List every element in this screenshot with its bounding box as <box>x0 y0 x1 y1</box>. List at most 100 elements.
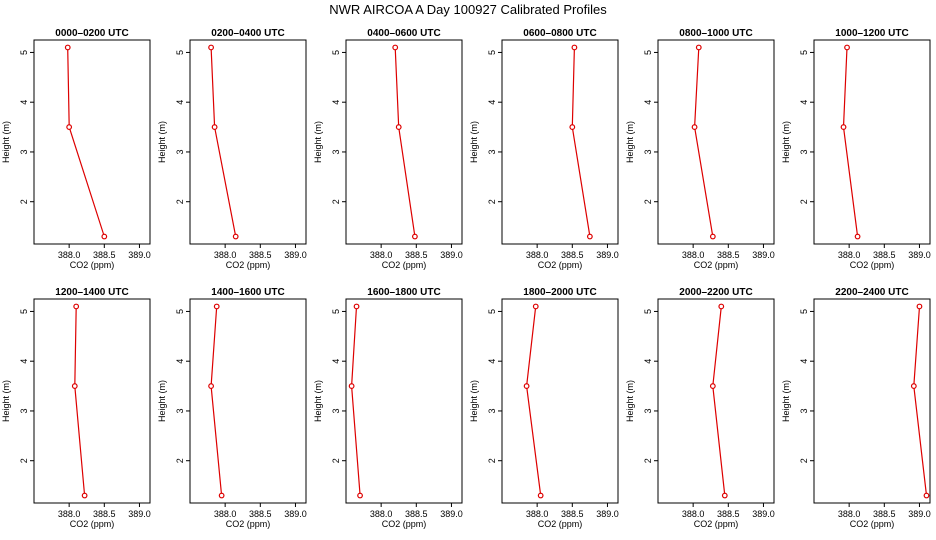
y-tick-label: 5 <box>19 50 29 55</box>
x-tick-label: 388.5 <box>717 250 740 260</box>
data-point <box>923 492 930 499</box>
x-axis-label: CO2 (ppm) <box>382 519 427 529</box>
profile-panel: 0800–1000 UTC 388.0 388.5 389.0 2 3 4 5 CO2 (ppm… <box>625 28 775 270</box>
profile-line <box>67 47 105 237</box>
x-tick-label: 388.0 <box>370 250 393 260</box>
y-tick-label: 4 <box>643 100 653 105</box>
y-tick-label: 2 <box>331 458 341 463</box>
x-tick-label: 389.0 <box>596 509 619 519</box>
data-point <box>571 44 578 51</box>
y-tick-label: 2 <box>175 199 185 204</box>
data-point <box>695 44 702 51</box>
x-tick-label: 388.5 <box>93 509 116 519</box>
data-point <box>916 303 923 310</box>
plot-frame <box>345 39 463 245</box>
profile-panel: 2000–2200 UTC 388.0 388.5 389.0 2 3 4 5 CO2 (ppm… <box>625 287 775 529</box>
y-axis-label: Height (m) <box>781 121 791 163</box>
x-tick-label: 389.0 <box>908 250 931 260</box>
data-point <box>66 124 73 130</box>
data-point <box>532 303 539 310</box>
data-point <box>411 233 418 240</box>
y-axis-label: Height (m) <box>157 121 167 163</box>
data-point <box>721 492 728 499</box>
y-tick-label: 3 <box>799 408 809 413</box>
y-tick-label: 4 <box>487 359 497 364</box>
plot-frame <box>189 39 307 245</box>
profile-line <box>525 306 542 496</box>
panel-title: 0800–1000 UTC <box>679 28 752 39</box>
y-axis-label: Height (m) <box>469 121 479 163</box>
y-tick-label: 4 <box>175 359 185 364</box>
y-tick-label: 4 <box>643 359 653 364</box>
x-tick-label: 388.5 <box>249 250 272 260</box>
profile-panel: 0200–0400 UTC 388.0 388.5 389.0 2 3 4 5 CO2 (ppm… <box>157 28 307 270</box>
x-tick-label: 388.5 <box>717 509 740 519</box>
x-axis-label: CO2 (ppm) <box>226 260 271 270</box>
y-axis-label: Height (m) <box>469 380 479 422</box>
x-tick-label: 389.0 <box>128 250 151 260</box>
profile-panel: 0000–0200 UTC 388.0 388.5 389.0 2 3 4 5 CO2 (ppm… <box>1 28 151 270</box>
y-tick-label: 5 <box>175 50 185 55</box>
profile-line <box>913 306 928 496</box>
plot-frame <box>189 298 307 504</box>
y-tick-label: 2 <box>799 458 809 463</box>
data-point <box>232 233 239 240</box>
panels-group: 0000–0200 UTC 388.0 388.5 389.0 2 3 4 5 CO2 (ppm… <box>1 28 931 529</box>
y-tick-label: 5 <box>643 50 653 55</box>
x-tick-label: 389.0 <box>752 509 775 519</box>
y-tick-label: 5 <box>799 309 809 314</box>
panel-title: 2200–2400 UTC <box>835 287 908 298</box>
y-tick-label: 5 <box>331 309 341 314</box>
data-point <box>910 383 917 389</box>
x-axis-label: CO2 (ppm) <box>850 519 895 529</box>
data-point <box>101 233 108 240</box>
profile-line <box>210 47 237 237</box>
plot-frame <box>33 39 151 245</box>
panel-title: 1600–1800 UTC <box>367 287 440 298</box>
data-point <box>357 492 363 499</box>
y-axis-label: Height (m) <box>625 380 635 422</box>
x-tick-label: 388.0 <box>526 509 549 519</box>
data-point <box>353 303 360 310</box>
profile-panel: 0600–0800 UTC 388.0 388.5 389.0 2 3 4 5 CO2 (ppm… <box>469 28 619 270</box>
x-tick-label: 389.0 <box>284 509 307 519</box>
plot-frame <box>657 39 775 245</box>
data-point <box>844 44 850 51</box>
x-axis-label: CO2 (ppm) <box>694 519 739 529</box>
panel-title: 0600–0800 UTC <box>523 28 596 39</box>
y-axis-label: Height (m) <box>1 380 11 422</box>
profile-panel: 1600–1800 UTC 388.0 388.5 389.0 2 3 4 5 CO2 (ppm… <box>313 287 463 529</box>
y-tick-label: 5 <box>487 309 497 314</box>
x-axis-label: CO2 (ppm) <box>538 260 583 270</box>
y-tick-label: 2 <box>19 458 29 463</box>
y-tick-label: 4 <box>487 100 497 105</box>
x-tick-label: 388.5 <box>873 509 896 519</box>
data-point <box>348 383 355 389</box>
data-point <box>213 303 220 310</box>
profile-panel: 1400–1600 UTC 388.0 388.5 389.0 2 3 4 5 CO2 (ppm… <box>157 287 307 529</box>
data-point <box>395 124 402 130</box>
data-point <box>569 124 576 130</box>
x-tick-label: 389.0 <box>908 509 931 519</box>
plot-frame <box>813 298 931 504</box>
x-axis-label: CO2 (ppm) <box>70 260 115 270</box>
y-tick-label: 3 <box>487 149 497 154</box>
plot-frame <box>501 298 619 504</box>
plot-frame <box>813 39 931 245</box>
profile-line <box>571 47 591 237</box>
x-tick-label: 389.0 <box>596 250 619 260</box>
y-tick-label: 2 <box>19 199 29 204</box>
plot-frame <box>657 298 775 504</box>
panel-title: 1000–1200 UTC <box>835 28 908 39</box>
y-tick-label: 3 <box>331 408 341 413</box>
profile-panel: 1000–1200 UTC 388.0 388.5 389.0 2 3 4 5 CO2 (ppm… <box>781 28 931 270</box>
data-point <box>208 44 214 51</box>
y-tick-label: 3 <box>643 408 653 413</box>
y-tick-label: 5 <box>487 50 497 55</box>
x-tick-label: 388.5 <box>561 509 584 519</box>
data-point <box>537 492 544 499</box>
profile-panel: 0400–0600 UTC 388.0 388.5 389.0 2 3 4 5 CO2 (ppm… <box>313 28 463 270</box>
y-axis-label: Height (m) <box>625 121 635 163</box>
profile-panel: 1800–2000 UTC 388.0 388.5 389.0 2 3 4 5 CO2 (ppm… <box>469 287 619 529</box>
y-tick-label: 4 <box>19 100 29 105</box>
